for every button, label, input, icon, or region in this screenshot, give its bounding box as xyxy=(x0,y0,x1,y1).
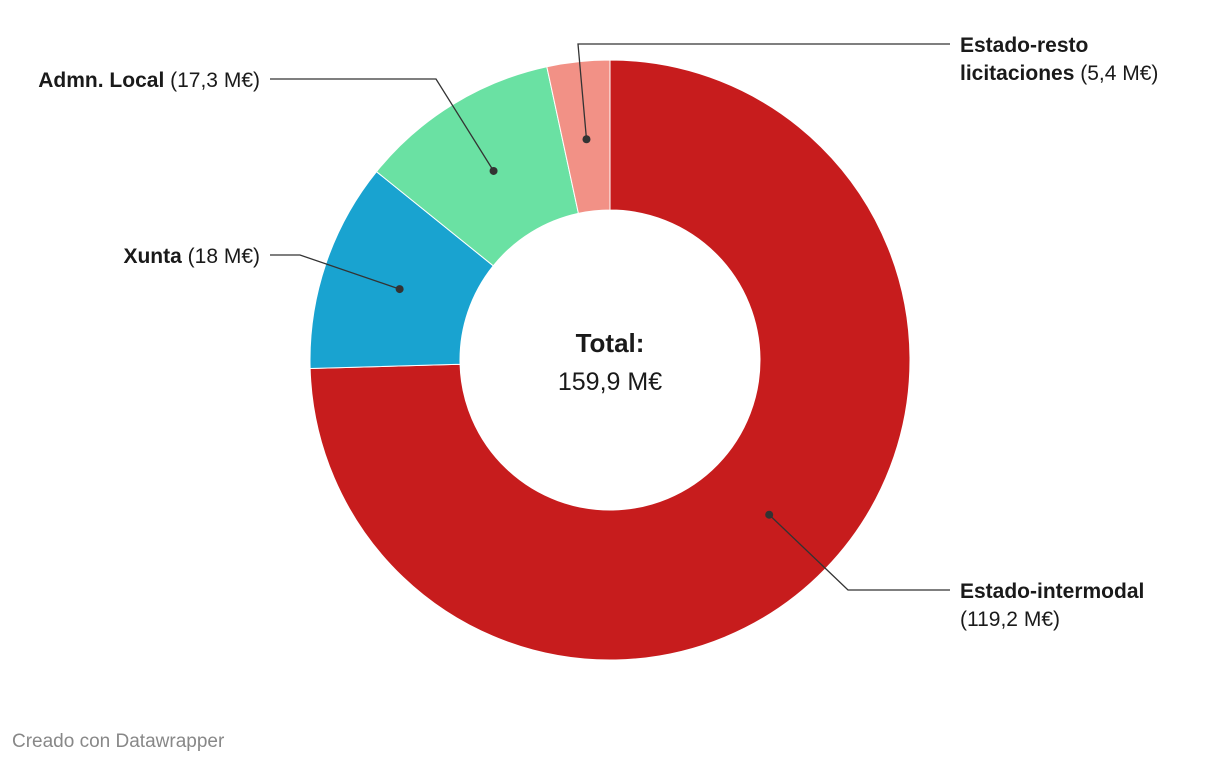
label-estado-resto-licitaciones-line2: licitaciones (5,4 M€) xyxy=(960,62,1158,85)
leader-dot xyxy=(489,166,498,175)
donut-slices xyxy=(309,59,911,661)
leader-line xyxy=(768,514,950,591)
label-xunta: Xunta (18 M€) xyxy=(123,245,260,268)
slice-estado-resto-licitaciones xyxy=(546,59,611,214)
leader-line xyxy=(270,254,400,290)
slice-estado-intermodal xyxy=(309,59,911,661)
center-total-value: 159,9 M€ xyxy=(558,368,662,396)
label-admn-local: Admn. Local (17,3 M€) xyxy=(38,69,260,92)
leader-dot xyxy=(395,285,404,294)
label-estado-intermodal-value: (119,2 M€) xyxy=(960,608,1060,631)
center-total-title: Total: xyxy=(576,328,645,358)
label-estado-resto-licitaciones-name: Estado-resto xyxy=(960,34,1088,57)
leader-dot xyxy=(765,510,774,519)
leader-dot xyxy=(582,135,591,144)
datawrapper-credit: Creado con Datawrapper xyxy=(12,731,225,752)
leader-line xyxy=(577,43,950,140)
leader-line xyxy=(270,78,495,172)
label-estado-intermodal-name: Estado-intermodal xyxy=(960,580,1144,603)
slice-labels: Estado-intermodal (119,2 M€) Xunta (18 M€)… xyxy=(38,34,1158,631)
slice-admn-local xyxy=(375,66,580,267)
leader-lines xyxy=(270,43,950,591)
